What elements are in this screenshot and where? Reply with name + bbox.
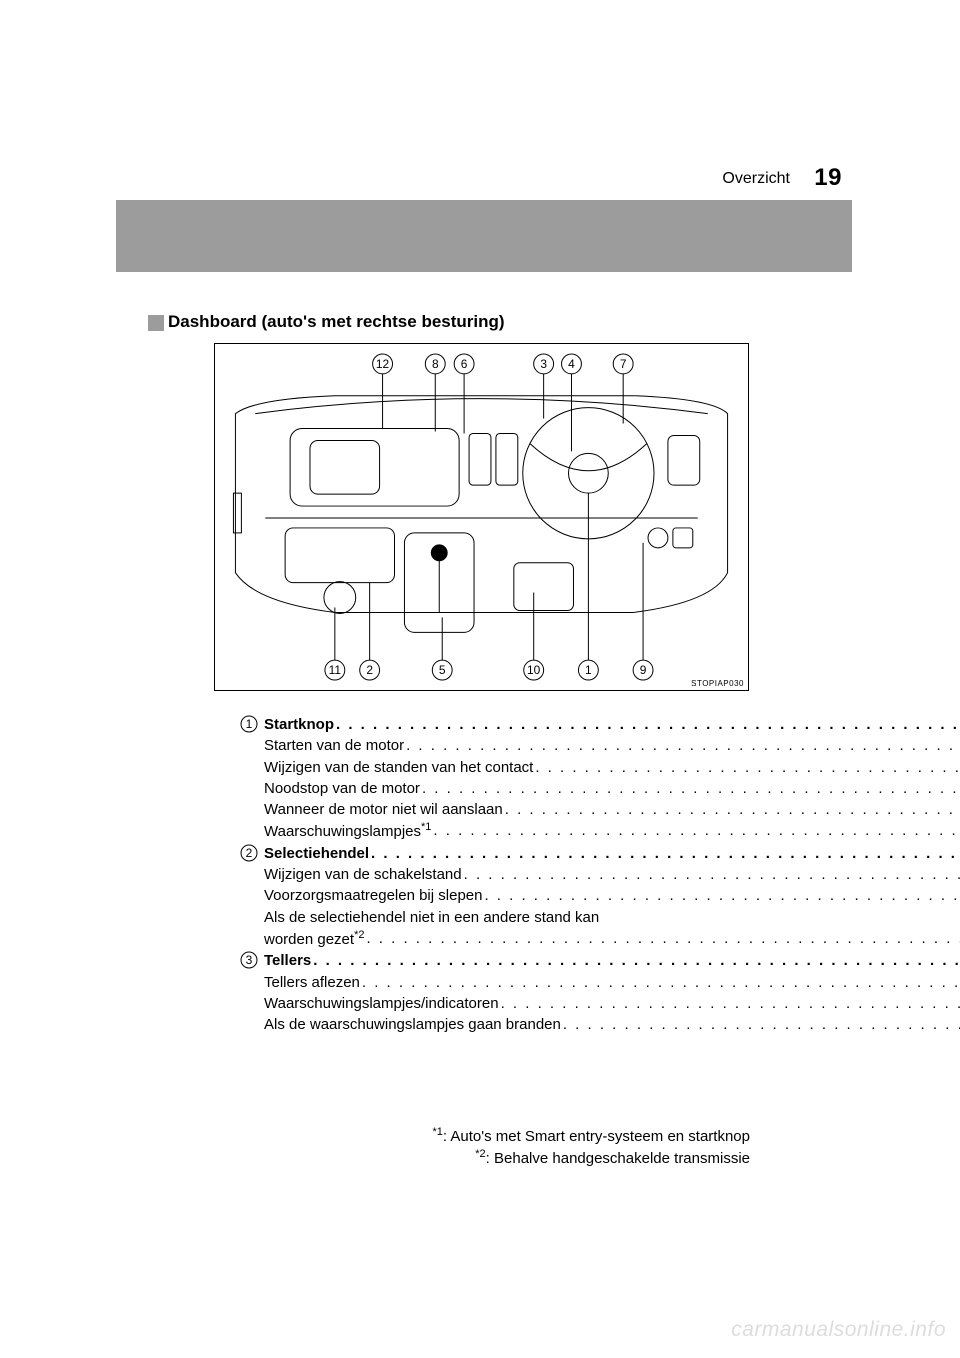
item-marker: 3 xyxy=(240,950,264,969)
item-body: Startknop . . . . . . . . . . . . . . . … xyxy=(264,714,960,843)
item-sub-line: worden gezet*2 . . . . . . . . . . . . .… xyxy=(264,928,960,950)
svg-text:10: 10 xyxy=(527,663,541,677)
watermark: carmanualsonline.info xyxy=(731,1318,946,1342)
line-label: Tellers aflezen xyxy=(264,972,360,993)
line-label: Starten van de motor xyxy=(264,735,404,756)
line-label: Tellers xyxy=(264,950,311,971)
line-label: Waarschuwingslampjes/indicatoren xyxy=(264,993,499,1014)
line-label: Wijzigen van de schakelstand xyxy=(264,864,462,885)
line-label: Selectiehendel xyxy=(264,843,369,864)
leader-dots: . . . . . . . . . . . . . . . . . . . . … xyxy=(499,993,960,1014)
item-sub-line: Voorzorgsmaatregelen bij slepen . . . . … xyxy=(264,885,960,906)
header-section-label: Overzicht xyxy=(722,170,790,188)
leader-dots: . . . . . . . . . . . . . . . . . . . . … xyxy=(404,735,960,756)
svg-text:7: 7 xyxy=(620,357,627,371)
line-label: Waarschuwingslampjes*1 xyxy=(264,820,431,842)
item-body: Tellers . . . . . . . . . . . . . . . . … xyxy=(264,950,960,1035)
footnote-line: *1: Auto's met Smart entry-systeem en st… xyxy=(0,1125,750,1147)
item-sub-line: Waarschuwingslampjes*1 . . . . . . . . .… xyxy=(264,820,960,842)
footnote-line: *2: Behalve handgeschakelde transmissie xyxy=(0,1147,750,1169)
list-item: 2 Selectiehendel . . . . . . . . . . . .… xyxy=(240,843,760,950)
footnotes: *1: Auto's met Smart entry-systeem en st… xyxy=(0,1125,750,1169)
line-label: Startknop xyxy=(264,714,334,735)
dashboard-figure: 12 8 6 3 4 7 11 2 5 10 1 xyxy=(214,343,749,691)
leader-dots: . . . . . . . . . . . . . . . . . . . . … xyxy=(431,820,960,842)
svg-text:3: 3 xyxy=(246,953,253,967)
page-number: 19 xyxy=(814,164,842,192)
item-title-line: Selectiehendel . . . . . . . . . . . . .… xyxy=(264,843,960,864)
svg-text:1: 1 xyxy=(246,717,253,731)
svg-text:11: 11 xyxy=(329,663,342,677)
svg-text:5: 5 xyxy=(439,663,446,677)
item-sub-line: Starten van de motor . . . . . . . . . .… xyxy=(264,735,960,756)
leader-dots: . . . . . . . . . . . . . . . . . . . . … xyxy=(369,843,960,864)
item-body: Selectiehendel . . . . . . . . . . . . .… xyxy=(264,843,960,950)
page: Overzicht 19 Dashboard (auto's met recht… xyxy=(0,0,960,1358)
svg-text:2: 2 xyxy=(366,663,373,677)
item-title-line: Startknop . . . . . . . . . . . . . . . … xyxy=(264,714,960,735)
leader-dots: . . . . . . . . . . . . . . . . . . . . … xyxy=(334,714,960,735)
list-item: 1 Startknop . . . . . . . . . . . . . . … xyxy=(240,714,760,843)
dashboard-svg: 12 8 6 3 4 7 11 2 5 10 1 xyxy=(215,344,748,690)
svg-text:8: 8 xyxy=(432,357,439,371)
content-list: 1 Startknop . . . . . . . . . . . . . . … xyxy=(240,714,760,1035)
svg-text:6: 6 xyxy=(461,357,468,371)
section-title-row: Dashboard (auto's met rechtse besturing) xyxy=(148,312,505,332)
leader-dots: . . . . . . . . . . . . . . . . . . . . … xyxy=(364,928,960,950)
item-marker: 1 xyxy=(240,714,264,733)
item-marker: 2 xyxy=(240,843,264,862)
line-label: Als de waarschuwingslampjes gaan branden xyxy=(264,1014,561,1035)
svg-text:3: 3 xyxy=(540,357,547,371)
item-sub-line: Wijzigen van de standen van het contact … xyxy=(264,757,960,778)
leader-dots: . . . . . . . . . . . . . . . . . . . . … xyxy=(420,778,960,799)
svg-text:4: 4 xyxy=(568,357,575,371)
svg-text:1: 1 xyxy=(585,663,592,677)
item-sub-line: Wijzigen van de schakelstand . . . . . .… xyxy=(264,864,960,885)
list-item: 3 Tellers . . . . . . . . . . . . . . . … xyxy=(240,950,760,1035)
svg-text:9: 9 xyxy=(640,663,647,677)
line-label: Wanneer de motor niet wil aanslaan xyxy=(264,799,503,820)
header-grey-bar xyxy=(116,200,852,272)
svg-text:12: 12 xyxy=(376,357,390,371)
item-sub-line: Noodstop van de motor . . . . . . . . . … xyxy=(264,778,960,799)
leader-dots: . . . . . . . . . . . . . . . . . . . . … xyxy=(360,972,960,993)
line-label: Wijzigen van de standen van het contact xyxy=(264,757,533,778)
leader-dots: . . . . . . . . . . . . . . . . . . . . … xyxy=(561,1014,960,1035)
leader-dots: . . . . . . . . . . . . . . . . . . . . … xyxy=(503,799,960,820)
leader-dots: . . . . . . . . . . . . . . . . . . . . … xyxy=(462,864,960,885)
item-sub-line-wrap: Als de selectiehendel niet in een andere… xyxy=(264,907,960,928)
svg-text:2: 2 xyxy=(246,846,253,860)
item-title-line: Tellers . . . . . . . . . . . . . . . . … xyxy=(264,950,960,971)
leader-dots: . . . . . . . . . . . . . . . . . . . . … xyxy=(482,885,960,906)
item-sub-line: Wanneer de motor niet wil aanslaan . . .… xyxy=(264,799,960,820)
item-sub-line: Als de waarschuwingslampjes gaan branden… xyxy=(264,1014,960,1035)
line-label: Voorzorgsmaatregelen bij slepen xyxy=(264,885,482,906)
line-label: worden gezet*2 xyxy=(264,928,364,950)
line-label: Noodstop van de motor xyxy=(264,778,420,799)
section-title: Dashboard (auto's met rechtse besturing) xyxy=(168,312,505,332)
item-sub-line: Waarschuwingslampjes/indicatoren . . . .… xyxy=(264,993,960,1014)
figure-code: STOPIAP030 xyxy=(691,679,744,688)
item-sub-line: Tellers aflezen . . . . . . . . . . . . … xyxy=(264,972,960,993)
leader-dots: . . . . . . . . . . . . . . . . . . . . … xyxy=(311,950,960,971)
section-marker-square xyxy=(148,315,164,331)
leader-dots: . . . . . . . . . . . . . . . . . . . . … xyxy=(533,757,960,778)
